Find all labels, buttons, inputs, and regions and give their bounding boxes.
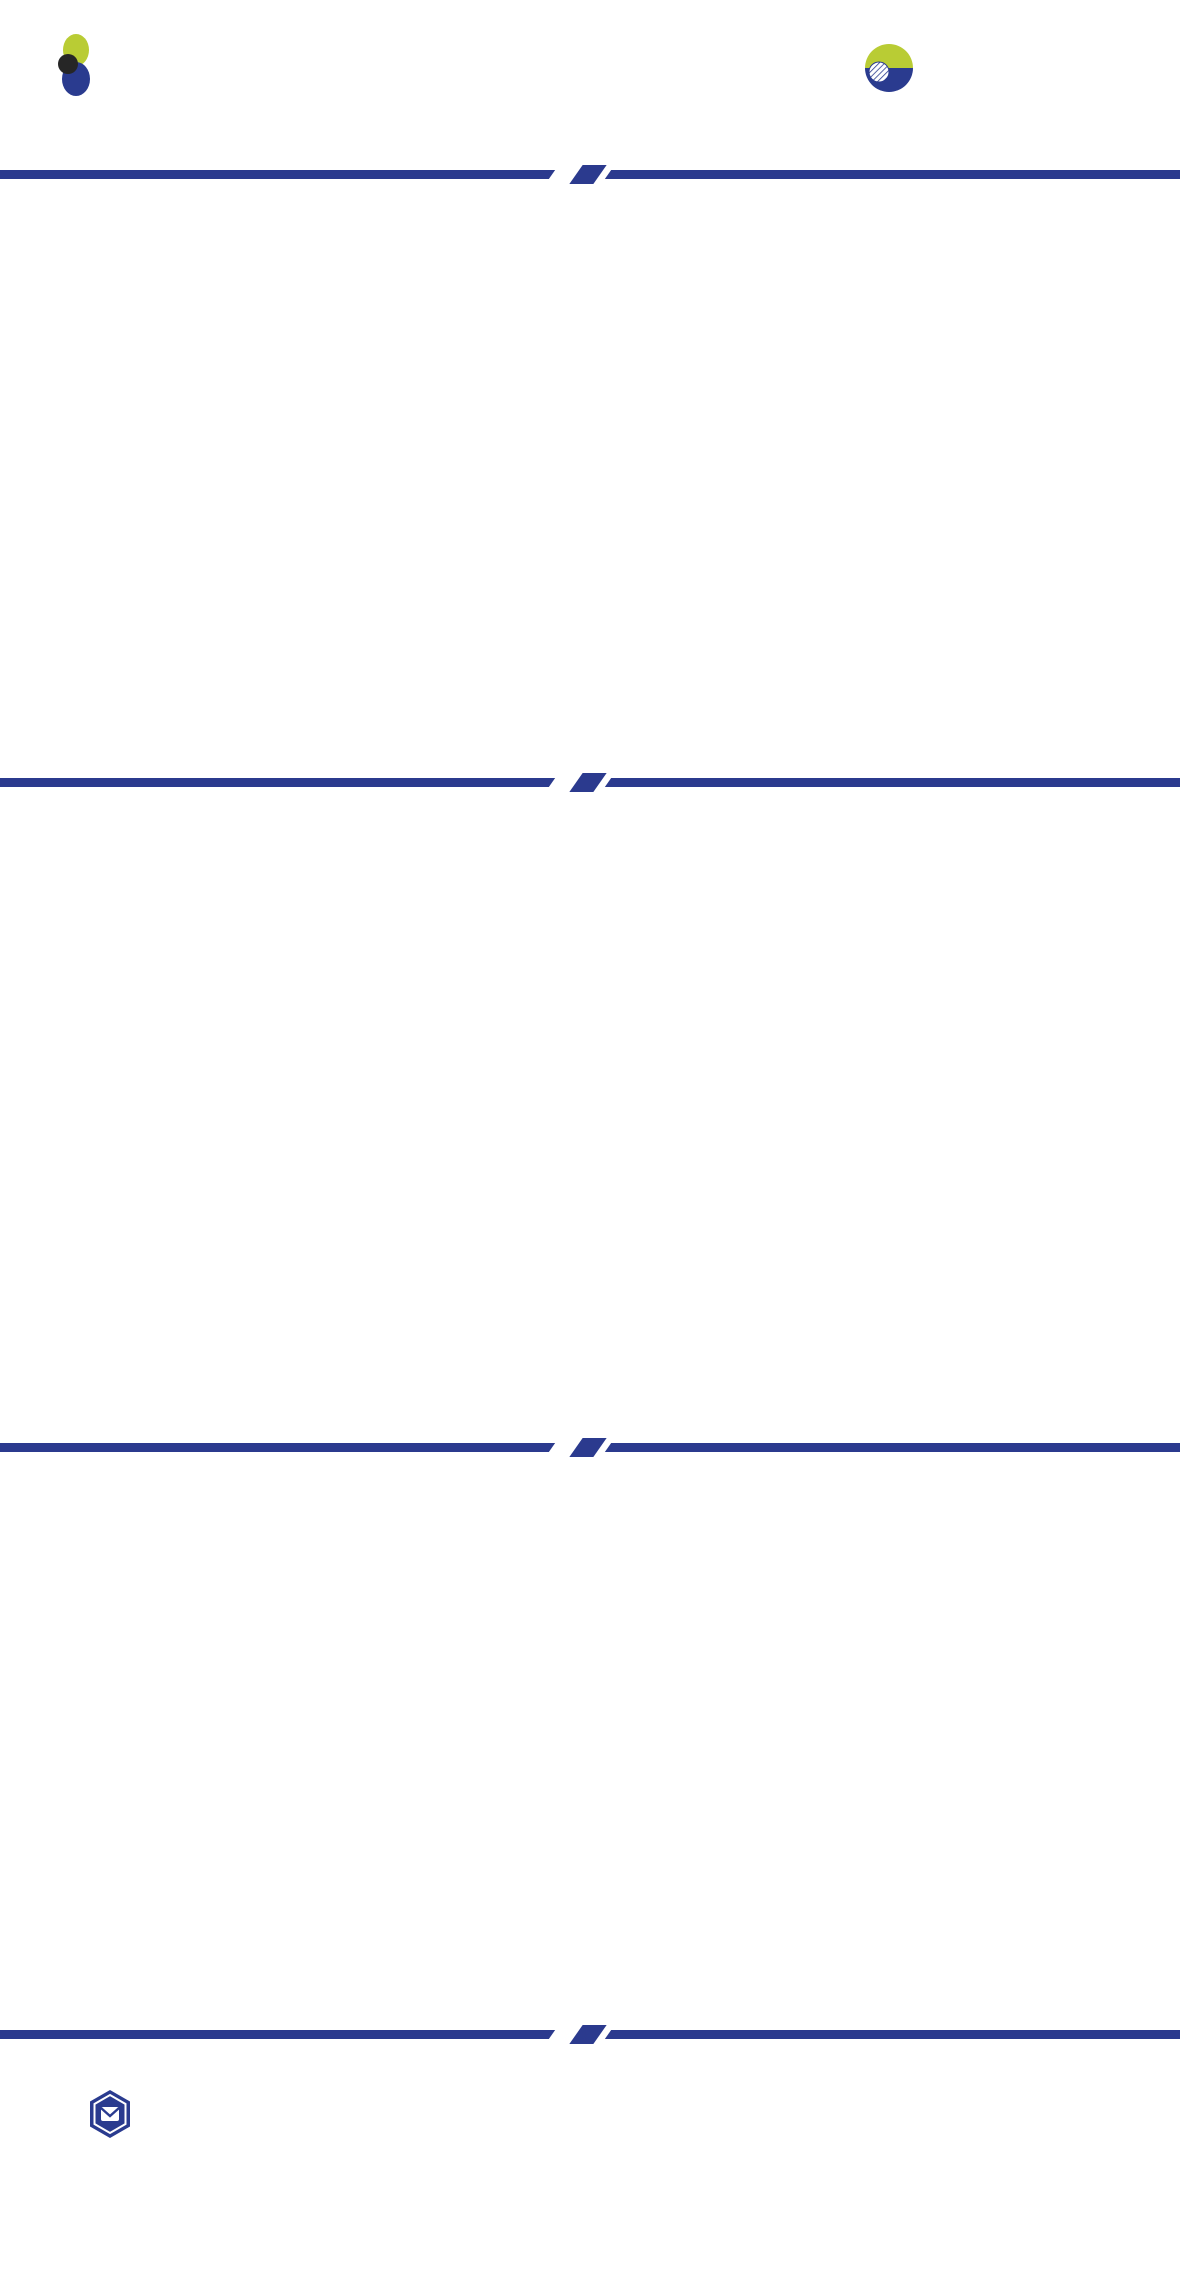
section-divider	[0, 773, 1180, 792]
social-bar	[0, 2212, 1180, 2264]
section-divider	[0, 1438, 1180, 1457]
dbw-block	[86, 2088, 150, 2144]
zielona-gora-logo-icon	[862, 40, 916, 101]
section-divider	[0, 165, 1180, 184]
gus-logo-icon	[55, 34, 95, 101]
section-divider	[0, 2025, 1180, 2044]
dbw-logo-icon	[86, 2088, 134, 2144]
gus-logo	[55, 34, 101, 101]
zielona-gora-office-logo	[862, 40, 926, 101]
